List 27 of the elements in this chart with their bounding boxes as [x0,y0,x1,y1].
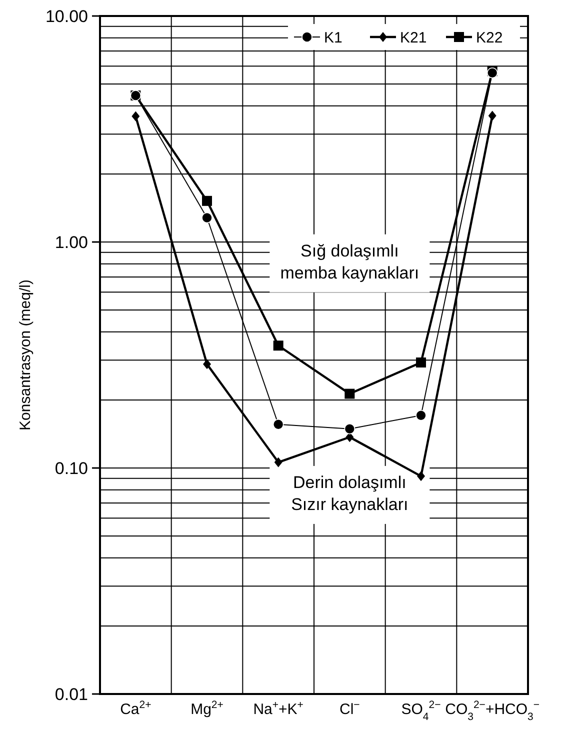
point [344,423,356,434]
x-tick-label: Na$^{+}$+K$^{+}$ [253,699,304,718]
legend-label: K22 [476,29,503,46]
y-axis-title: Konsantrasyon (meq/l) [17,280,34,430]
y-tick-label: 10.00 [45,6,88,26]
legend-label: K1 [324,29,342,46]
annotation: Derin dolaşımlı Sızır kaynakları [291,472,408,514]
point [417,471,425,482]
y-tick-label: 0.01 [54,684,88,704]
y-tick-label: 1.00 [54,232,88,252]
y-tick-label: 0.10 [54,458,88,478]
point [488,110,496,121]
point [202,212,212,224]
point [273,340,284,351]
x-tick-label: Mg$^{2+}$ [190,699,224,718]
legend-label: K21 [400,29,427,46]
point [203,359,211,370]
point [416,410,426,421]
point [416,357,426,368]
x-tick-label: Ca$^{2+}$ [120,699,152,718]
annotation: Sığ dolaşımlı memba kaynakları [280,241,420,282]
x-tick-label: Cl$^{−}$ [340,699,360,718]
point [274,457,282,468]
point [132,111,140,122]
point [202,196,212,206]
point [344,388,355,399]
point [272,418,284,430]
